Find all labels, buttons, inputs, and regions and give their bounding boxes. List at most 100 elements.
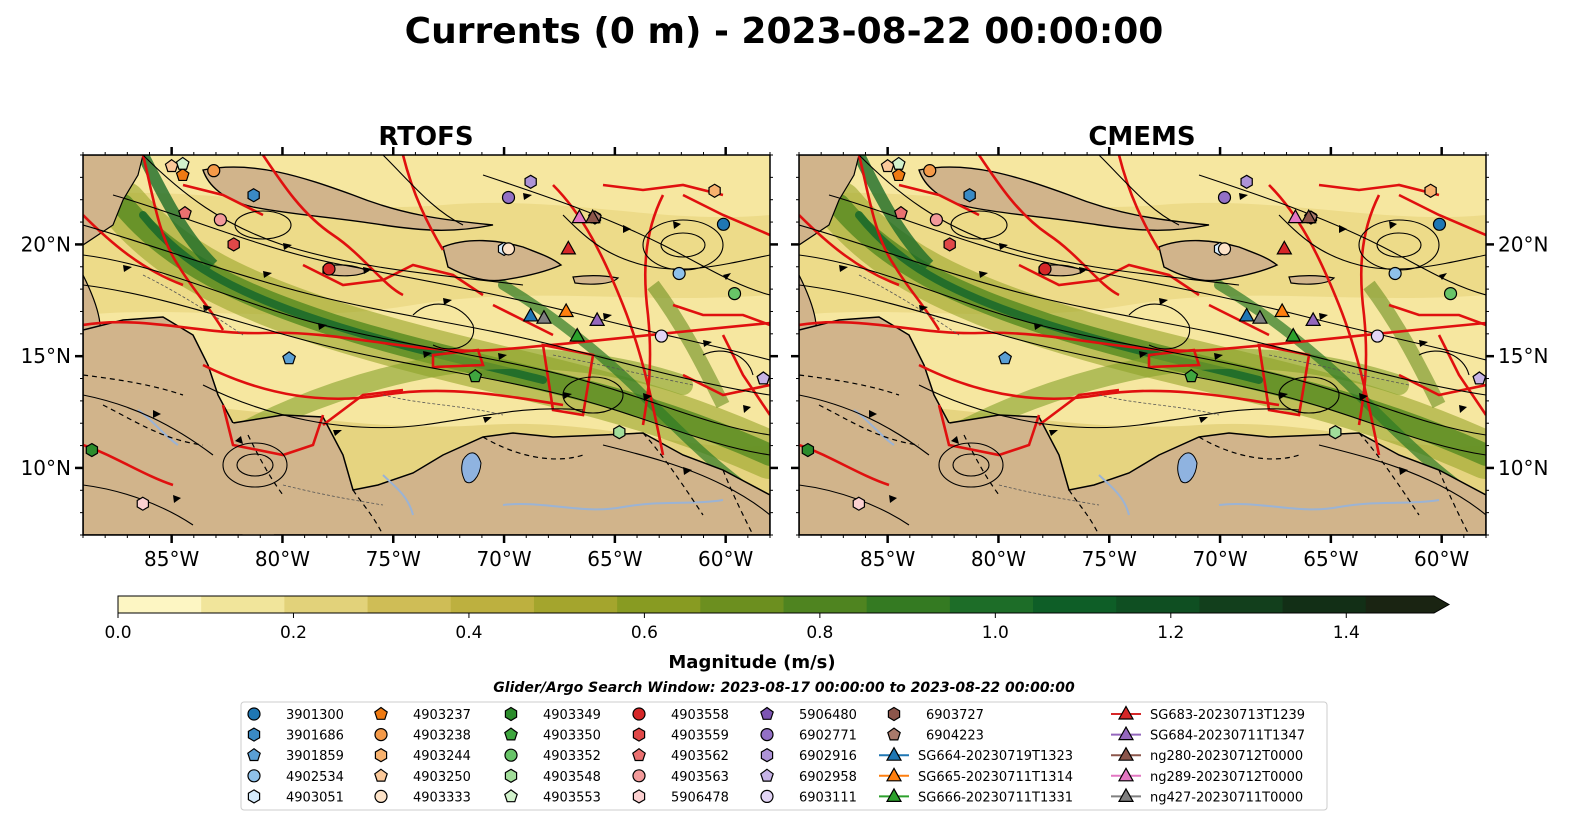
colorbar-tick-label: 0.4 xyxy=(455,623,482,643)
legend-label-4902534: 4902534 xyxy=(286,770,344,785)
marker-4903349 xyxy=(85,442,99,458)
legend-label-5906478: 5906478 xyxy=(671,790,729,805)
legend-label-6903727: 6903727 xyxy=(926,708,984,723)
cmems-y-tick-label: 20°N xyxy=(1498,232,1548,256)
legend-marker-6903111 xyxy=(760,789,774,804)
legend-label-4903553: 4903553 xyxy=(543,790,601,805)
legend-label-sg684-20230711t1347: SG684-20230711T1347 xyxy=(1150,729,1305,744)
marker-4903333 xyxy=(501,242,516,256)
legend-label-4903237: 4903237 xyxy=(413,708,471,723)
cmems-x-tick-label: 60°W xyxy=(1414,547,1469,571)
legend-label-4903349: 4903349 xyxy=(543,708,601,723)
colorbar-tick-label: 0.2 xyxy=(280,623,307,643)
legend-marker-4903548 xyxy=(504,768,518,783)
legend-label-sg666-20230711t1331: SG666-20230711T1331 xyxy=(918,790,1073,805)
marker-4903352 xyxy=(1443,286,1458,301)
cmems-x-tick-label: 80°W xyxy=(971,547,1026,571)
colorbar-tick-label: 0.6 xyxy=(631,623,658,643)
legend-label-6904223: 6904223 xyxy=(926,729,984,744)
marker-4903563 xyxy=(213,213,227,227)
colorbar-segment xyxy=(783,596,868,613)
colorbar-segment xyxy=(201,596,285,613)
legend-label-4903333: 4903333 xyxy=(413,790,471,805)
marker-4903559 xyxy=(227,237,240,252)
marker-4902534 xyxy=(1388,266,1402,281)
legend-marker-6902771 xyxy=(760,727,774,742)
colorbar-segment xyxy=(1116,596,1200,613)
legend-marker-4903333 xyxy=(374,789,388,804)
legend-label-5906480: 5906480 xyxy=(799,708,857,723)
marker-5906478 xyxy=(136,496,150,511)
rtofs-current-map xyxy=(83,155,770,535)
rtofs-y-tick-label: 10°N xyxy=(21,456,71,480)
marker-5906478 xyxy=(852,496,866,511)
colorbar-segment xyxy=(284,596,369,613)
legend-label-4903558: 4903558 xyxy=(671,708,729,723)
colorbar-tick-label: 1.0 xyxy=(982,623,1009,643)
rtofs-x-tick-label: 75°W xyxy=(366,547,421,571)
rtofs-x-tick-label: 85°W xyxy=(144,547,199,571)
cmems-x-tick-label: 70°W xyxy=(1192,547,1247,571)
legend-label-ng427-20230711t0000: ng427-20230711T0000 xyxy=(1150,790,1303,805)
cmems-x-tick-label: 85°W xyxy=(860,547,915,571)
cmems-map-frame xyxy=(798,154,1487,536)
panel-cmems: CMEMS 85°W 80°W 75°W 70°W 65°W 60°W 10°N 15°N 20… xyxy=(791,122,1548,571)
colorbar-extend-arrow xyxy=(1365,596,1449,613)
rtofs-x-tick-label: 80°W xyxy=(255,547,310,571)
marker-6902916 xyxy=(524,174,537,189)
rtofs-x-tick-label: 65°W xyxy=(587,547,642,571)
legend-marker-4902534 xyxy=(247,769,261,783)
legend-marker-3901300 xyxy=(247,707,261,721)
marker-4903558 xyxy=(1038,262,1052,276)
legend-label-4903238: 4903238 xyxy=(413,729,471,744)
legend-label-6903111: 6903111 xyxy=(799,790,857,805)
rtofs-y-tick-label: 20°N xyxy=(21,232,71,256)
marker-4902534 xyxy=(672,266,686,281)
marker-4903352 xyxy=(727,286,742,301)
rtofs-y-tick-label: 15°N xyxy=(21,344,71,368)
legend-label-4903250: 4903250 xyxy=(413,770,471,785)
marker-6903111 xyxy=(1370,329,1385,343)
legend-marker-4903238 xyxy=(374,727,388,742)
legend-title: Glider/Argo Search Window: 2023-08-17 00… xyxy=(493,680,1075,696)
colorbar-outline xyxy=(117,595,1451,614)
colorbar-segment xyxy=(450,596,535,613)
colorbar-segment xyxy=(118,596,202,613)
legend-label-4903051: 4903051 xyxy=(286,790,344,805)
legend-label-6902958: 6902958 xyxy=(799,770,857,785)
legend-marker-4903559 xyxy=(632,727,646,742)
rtofs-x-tick-label: 70°W xyxy=(476,547,531,571)
marker-4903563 xyxy=(929,213,944,227)
legend-label-3901300: 3901300 xyxy=(286,708,344,723)
legend-label-4903562: 4903562 xyxy=(671,749,729,764)
legend-label-sg665-20230711t1314: SG665-20230711T1314 xyxy=(918,770,1073,785)
legend-label-4903548: 4903548 xyxy=(543,770,601,785)
legend-label-4903559: 4903559 xyxy=(671,729,729,744)
marker-4903244 xyxy=(1424,183,1437,198)
legend-label-sg683-20230713t1239: SG683-20230713T1239 xyxy=(1150,708,1305,723)
marker-4903559 xyxy=(943,237,956,252)
cmems-y-tick-label: 10°N xyxy=(1498,456,1548,480)
marker-4903349 xyxy=(801,442,815,458)
legend-marker-4903244 xyxy=(374,748,388,763)
legend-marker-5906478 xyxy=(632,789,646,804)
colorbar-tick-label: 0.8 xyxy=(806,623,833,643)
legend-label-4903350: 4903350 xyxy=(543,729,601,744)
colorbar-segment xyxy=(866,596,951,613)
marker-4903238 xyxy=(923,164,937,178)
marker-4903548 xyxy=(1329,425,1342,440)
marker-6902771 xyxy=(1217,190,1232,205)
legend-marker-3901686 xyxy=(247,727,261,742)
panel-rtofs: RTOFS 85°W 80°W 75°W 70°W 65°W 60°W10°N15°N20… xyxy=(21,122,778,571)
marker-4903244 xyxy=(708,183,721,198)
colorbar-tick-label: 0.0 xyxy=(104,623,131,643)
legend-label-sg664-20230719t1323: SG664-20230719T1323 xyxy=(918,749,1073,764)
colorbar-label: Magnitude (m/s) xyxy=(668,652,835,673)
colorbar-tick-label: 1.4 xyxy=(1333,623,1360,643)
marker-3901686 xyxy=(963,188,976,203)
figure-title: Currents (0 m) - 2023-08-22 00:00:00 xyxy=(405,11,1164,52)
legend-marker-6902916 xyxy=(760,748,774,763)
colorbar-segment xyxy=(1199,596,1284,613)
legend-marker-4903558 xyxy=(632,707,646,721)
